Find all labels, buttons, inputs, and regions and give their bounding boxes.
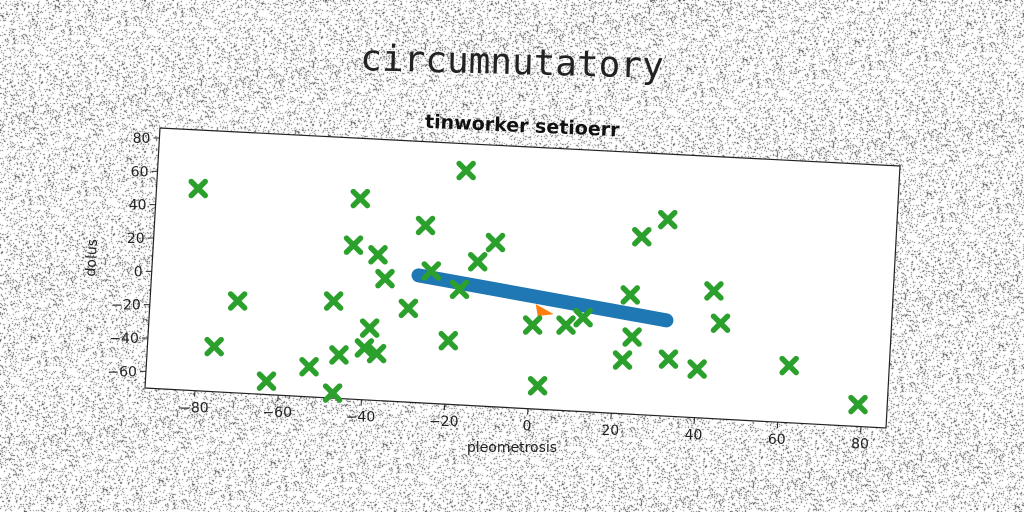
x-tick-label: 20 <box>601 423 619 439</box>
x-tick-label: 80 <box>851 437 869 453</box>
x-tick-label: −40 <box>346 410 376 426</box>
y-tick-label: 60 <box>131 164 149 180</box>
chart-plot-area: −80 −60 −40 −20 0 20 40 60 80 −60 −40 −20 0 20 40 60 80 p… <box>83 111 900 456</box>
x-tick-label: −80 <box>179 401 209 417</box>
y-tick-label: −20 <box>111 298 141 314</box>
x-tick-label: 40 <box>685 428 703 444</box>
x-axis-label: pleometrosis <box>467 440 557 456</box>
plot-background <box>145 128 900 428</box>
y-tick-label: 40 <box>129 198 147 214</box>
y-tick-label: −60 <box>107 364 137 380</box>
y-tick-label: 20 <box>127 231 145 247</box>
y-tick-label: 80 <box>133 131 151 147</box>
x-tick-label: 0 <box>523 419 532 435</box>
y-tick-label: −40 <box>109 331 139 347</box>
x-tick-label: 60 <box>768 432 786 448</box>
y-tick-label: 0 <box>134 264 143 280</box>
x-tick-label: −20 <box>429 414 459 430</box>
chart-title: tinworker setioerr <box>425 111 621 141</box>
y-axis-label: dolus <box>83 239 101 277</box>
x-tick-label: −60 <box>262 405 292 421</box>
